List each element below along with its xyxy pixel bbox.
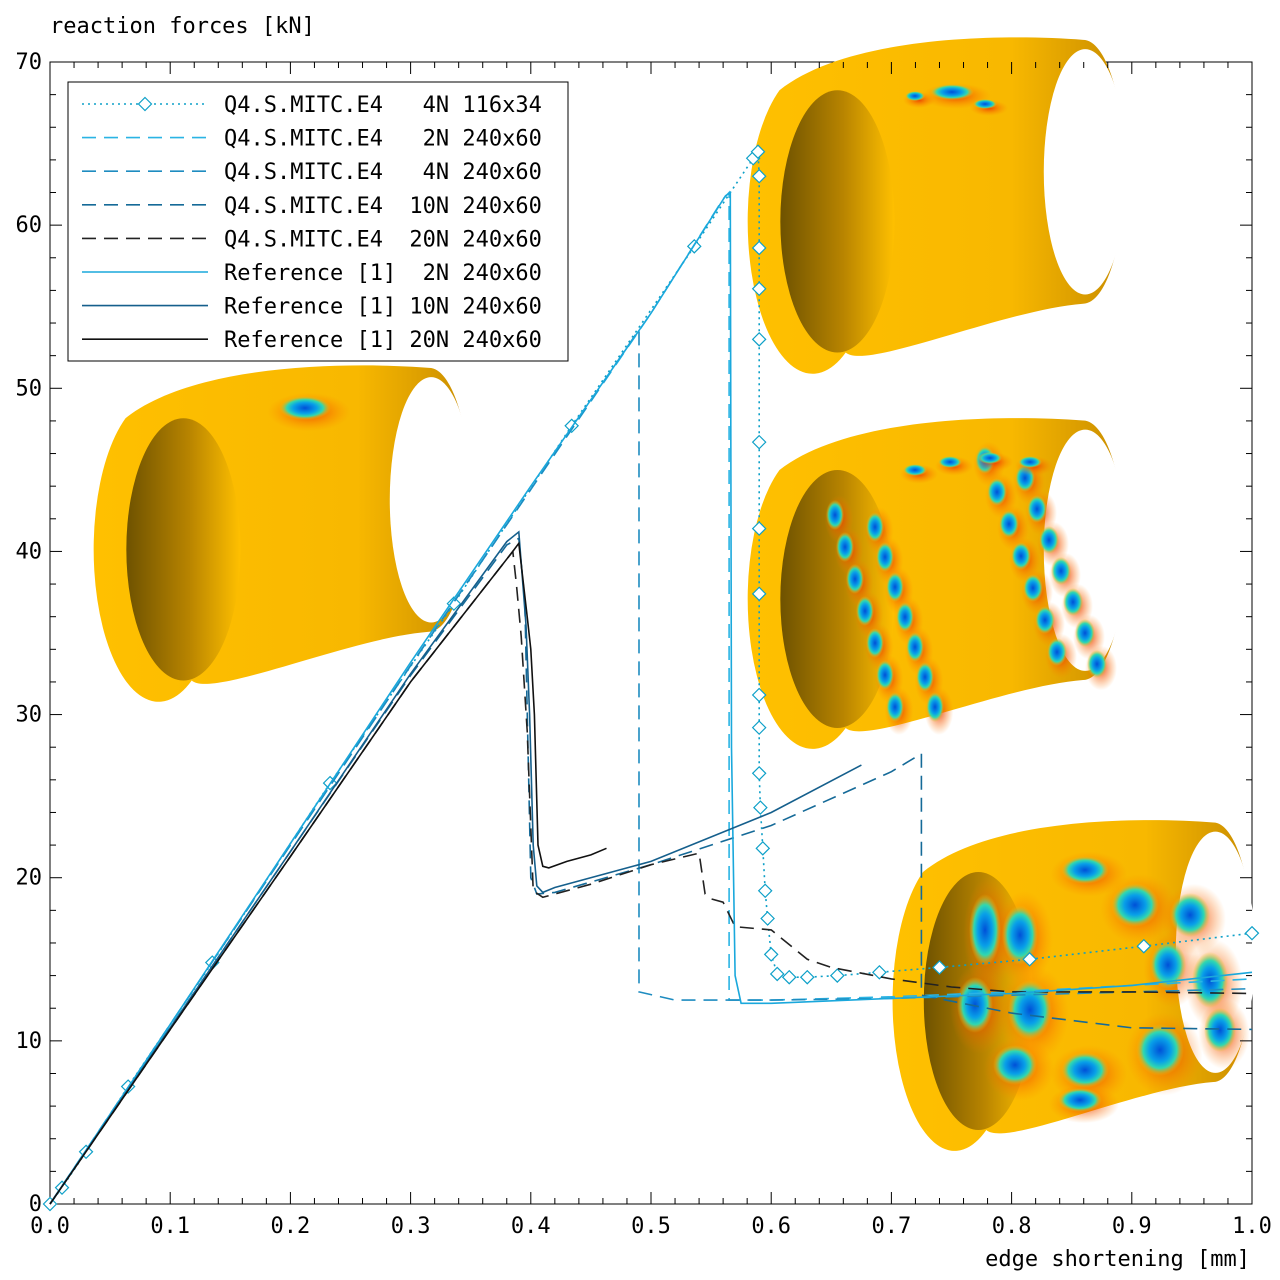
cylinder-mode-4 <box>892 820 1255 1151</box>
y-tick-label: 0 <box>29 1192 42 1217</box>
series-point <box>799 969 815 985</box>
series-point <box>1244 925 1260 941</box>
y-axis-label: reaction forces [kN] <box>50 14 315 39</box>
series-point <box>751 240 767 256</box>
series-point <box>781 969 797 985</box>
x-tick-label: 0.5 <box>631 1214 671 1239</box>
x-tick-label: 0.3 <box>391 1214 431 1239</box>
series-point <box>751 168 767 184</box>
legend-label: Q4.S.MITC.E4 4N 116x34 <box>224 93 542 118</box>
x-tick-label: 0.7 <box>872 1214 912 1239</box>
series-point <box>872 964 887 980</box>
x-tick-label: 0.8 <box>992 1214 1032 1239</box>
x-tick-label: 0.9 <box>1112 1214 1152 1239</box>
x-tick-label: 0.1 <box>150 1214 190 1239</box>
cylinder-mode-1 <box>93 365 473 702</box>
series-point <box>757 883 773 899</box>
series-point <box>446 596 462 611</box>
series-point <box>751 331 767 347</box>
series-point <box>751 765 767 781</box>
series-line <box>49 530 862 1205</box>
tick-labels: 0.0 0.1 0.2 0.3 0.4 0.5 0.6 0.7 0.8 0.9 1.0 0 10 20 30… <box>16 50 1272 1239</box>
series-0 <box>42 144 1260 1212</box>
y-tick-label: 10 <box>16 1029 43 1054</box>
series-point <box>750 144 766 160</box>
series-point <box>1022 951 1037 967</box>
series-6 <box>49 530 862 1205</box>
series-layer <box>42 144 1260 1212</box>
series-point <box>751 720 767 735</box>
y-tick-label: 30 <box>16 703 43 728</box>
series-point <box>1136 938 1152 954</box>
series-point <box>753 800 768 815</box>
series-5 <box>49 190 1253 1205</box>
series-point <box>932 960 947 975</box>
y-tick-label: 40 <box>16 539 43 564</box>
y-tick-label: 20 <box>16 866 43 891</box>
series-line <box>49 190 1253 1205</box>
series-point <box>763 947 779 962</box>
legend-label: Reference [1] 2N 240x60 <box>224 261 542 286</box>
legend-box <box>67 81 569 362</box>
series-point <box>751 434 767 450</box>
x-tick-label: 0.0 <box>30 1214 70 1239</box>
series-point <box>755 841 771 856</box>
x-axis-label: edge shortening [mm] <box>985 1247 1250 1272</box>
axis-ticks <box>49 61 1253 1205</box>
series-2 <box>49 326 1253 1205</box>
series-line <box>49 541 607 1205</box>
cylinder-mode-2 <box>747 37 1127 374</box>
legend-label: Q4.S.MITC.E4 4N 240x60 <box>224 160 542 185</box>
legend-label: Reference [1] 10N 240x60 <box>224 295 542 320</box>
series-point <box>760 911 775 926</box>
series-line <box>49 326 1253 1205</box>
x-tick-label: 0.2 <box>271 1214 311 1239</box>
series-7 <box>49 541 607 1205</box>
legend: Q4.S.MITC.E4 4N 116x34 Q4.S.MITC.E4 2N 24… <box>67 81 569 362</box>
cylinder-mode-3 <box>747 418 1127 749</box>
x-tick-label: 1.0 <box>1232 1214 1272 1239</box>
legend-label: Q4.S.MITC.E4 20N 240x60 <box>224 227 542 252</box>
series-point <box>751 687 767 703</box>
x-tick-label: 0.4 <box>511 1214 551 1239</box>
y-tick-label: 50 <box>16 376 43 401</box>
x-tick-label: 0.6 <box>751 1214 791 1239</box>
series-point <box>829 968 845 983</box>
series-point <box>769 966 785 982</box>
series-point <box>751 521 767 536</box>
legend-label: Q4.S.MITC.E4 2N 240x60 <box>224 127 542 152</box>
legend-label: Reference [1] 20N 240x60 <box>224 328 542 353</box>
series-point <box>751 586 767 602</box>
series-point <box>751 281 767 297</box>
y-tick-label: 70 <box>16 50 43 75</box>
y-tick-label: 60 <box>16 213 43 238</box>
buckled-cylinder-renderings <box>93 37 1255 1151</box>
legend-marker <box>137 96 153 112</box>
legend-label: Q4.S.MITC.E4 10N 240x60 <box>224 194 542 219</box>
